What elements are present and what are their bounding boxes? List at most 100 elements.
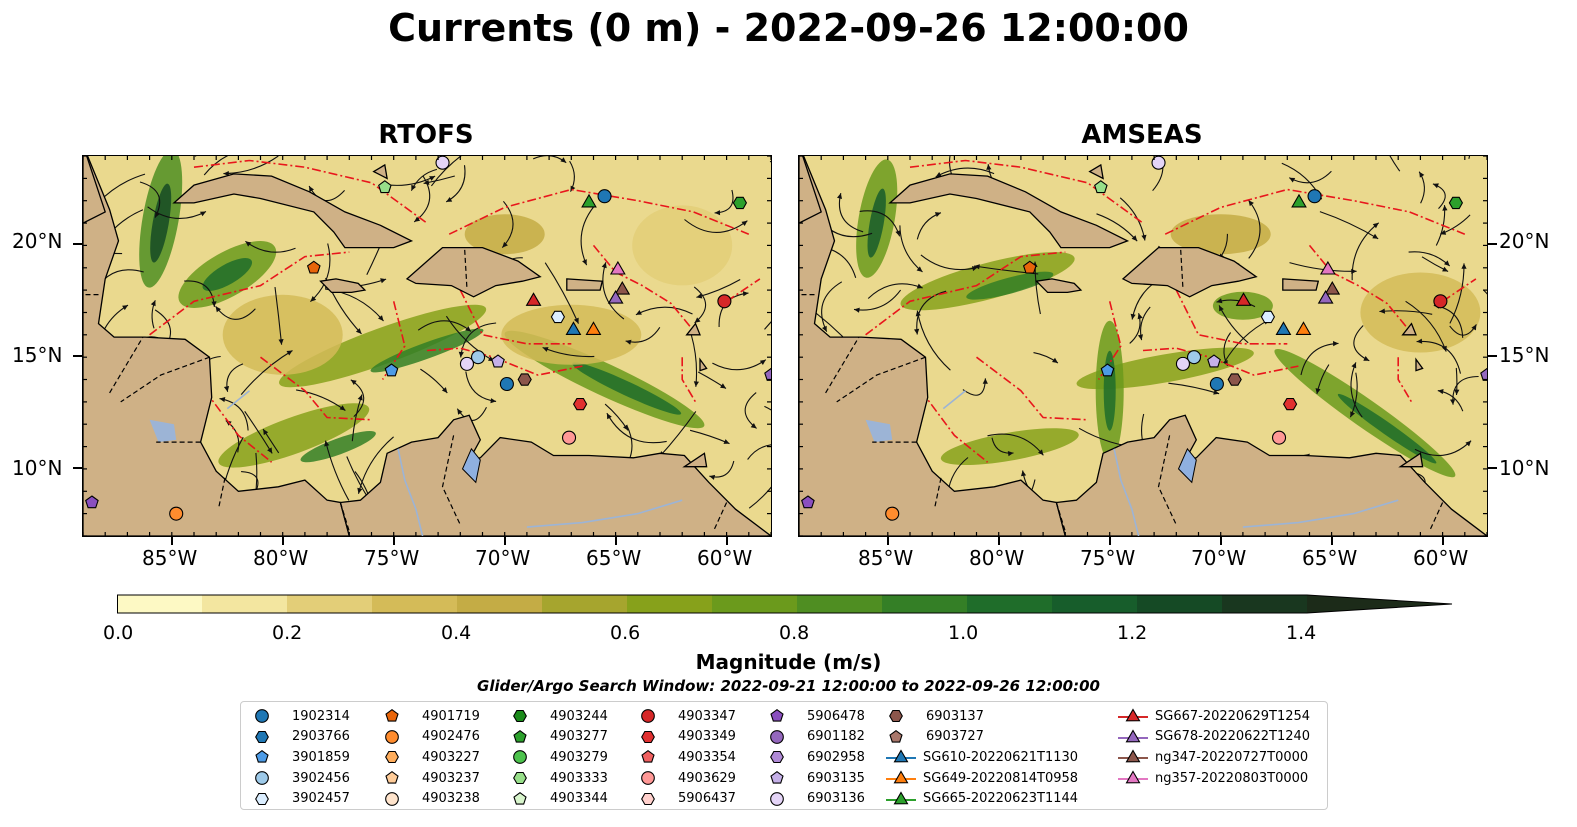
legend-marker-icon bbox=[641, 730, 655, 743]
observation-marker bbox=[1317, 290, 1334, 304]
legend-entry-label: 6903137 bbox=[926, 708, 984, 724]
legend-entry: 3902457 bbox=[251, 788, 350, 809]
colorbar-extend-arrow bbox=[1307, 595, 1452, 613]
rtofs-map-canvas bbox=[83, 156, 771, 536]
observation-marker bbox=[609, 260, 626, 275]
legend-entry-label: ng357-20220803T0000 bbox=[1155, 770, 1309, 786]
rtofs-map bbox=[82, 155, 772, 537]
colorbar-segment bbox=[1137, 595, 1223, 613]
land-mass bbox=[799, 156, 1066, 536]
lake bbox=[461, 447, 481, 484]
observation-marker bbox=[565, 321, 582, 335]
observation-marker bbox=[384, 363, 399, 377]
legend-marker-icon bbox=[255, 771, 269, 785]
legend-entry-label: 6903727 bbox=[926, 729, 984, 745]
colorbar-tick-label: 0.4 bbox=[441, 622, 472, 644]
observation-marker bbox=[1209, 376, 1224, 392]
legend-entry-label: 4903354 bbox=[678, 749, 736, 765]
legend-marker-icon bbox=[513, 710, 527, 723]
legend-column: 5906478 6901182 6902958 6903135 6903136 bbox=[766, 706, 865, 809]
lon-tick-label: 80°W bbox=[253, 546, 309, 570]
lon-tick-label: 75°W bbox=[364, 546, 420, 570]
observation-marker bbox=[1448, 196, 1464, 210]
panel-title-rtofs: RTOFS bbox=[378, 120, 474, 150]
legend-marker-icon bbox=[385, 709, 399, 722]
colorbar-segment bbox=[797, 595, 883, 613]
legend-entry: 3902456 bbox=[251, 768, 350, 789]
colorbar-segment bbox=[627, 595, 713, 613]
current-magnitude-patch bbox=[218, 403, 370, 468]
lat-tick-label-right: 20°N bbox=[1499, 229, 1550, 253]
colorbar-segment bbox=[117, 595, 203, 613]
legend-entry: 4903227 bbox=[381, 747, 480, 768]
legend-marker-icon bbox=[770, 709, 784, 722]
lat-major-tick bbox=[73, 355, 82, 358]
legend-entry: 6903727 bbox=[885, 727, 1078, 748]
colorbar-tick-label: 0.6 bbox=[610, 622, 641, 644]
lat-tick-label-right: 10°N bbox=[1499, 456, 1550, 480]
rivers bbox=[226, 390, 683, 536]
legend-marker-icon bbox=[889, 729, 903, 743]
legend-marker-icon bbox=[641, 709, 655, 724]
observation-marker bbox=[1235, 292, 1252, 306]
land-mass bbox=[1121, 246, 1258, 298]
legend-entry-label: 4903333 bbox=[550, 770, 608, 786]
land-mass bbox=[1088, 163, 1104, 180]
legend-entry: 4903244 bbox=[509, 706, 608, 727]
legend-entry: 4902476 bbox=[381, 727, 480, 748]
legend-marker-icon bbox=[889, 710, 903, 723]
legend-entry-label: 4901719 bbox=[422, 708, 480, 724]
legend-marker-icon bbox=[255, 730, 269, 743]
observation-marker bbox=[470, 350, 486, 365]
lon-tick-label: 70°W bbox=[475, 546, 531, 570]
observation-marker bbox=[885, 506, 900, 521]
legend-marker-icon bbox=[1118, 749, 1148, 763]
frame-ticks bbox=[83, 156, 771, 536]
land-mass bbox=[172, 173, 414, 249]
legend-entry-label: 3901859 bbox=[292, 749, 350, 765]
colorbar-segment bbox=[457, 595, 543, 613]
amseas-map-canvas bbox=[799, 156, 1487, 536]
legend-entry-label: 4903238 bbox=[422, 791, 480, 807]
colorbar-segment bbox=[1052, 595, 1138, 613]
land-mass bbox=[1398, 452, 1424, 468]
lon-major-tick bbox=[170, 537, 173, 545]
lon-tick-label: 65°W bbox=[1302, 546, 1358, 570]
colorbar-tick-label: 1.4 bbox=[1286, 622, 1317, 644]
lon-major-tick bbox=[1108, 537, 1111, 545]
observation-marker bbox=[597, 189, 612, 204]
lon-tick-label: 65°W bbox=[586, 546, 642, 570]
legend-column: 1902314 2903766 3901859 3902456 3902457 bbox=[251, 706, 350, 809]
colorbar-segment bbox=[1222, 595, 1308, 613]
lon-major-tick bbox=[1330, 537, 1333, 545]
figure-title: Currents (0 m) - 2022-09-26 12:00:00 bbox=[388, 6, 1189, 50]
colorbar-segment bbox=[712, 595, 798, 613]
legend-marker-icon bbox=[641, 771, 655, 785]
legend-marker-icon bbox=[255, 750, 269, 764]
legend-entry-label: 4903227 bbox=[422, 749, 480, 765]
legend-marker-icon bbox=[770, 730, 784, 744]
legend-entry-label: SG649-20220814T0958 bbox=[923, 770, 1079, 786]
legend-entry-label: 5906437 bbox=[678, 791, 736, 807]
legend-entry: ng347-20220727T0000 bbox=[1117, 747, 1310, 768]
land-mass bbox=[699, 357, 708, 372]
legend-entry: SG678-20220622T1240 bbox=[1117, 727, 1310, 748]
lake bbox=[865, 419, 893, 443]
legend-entry-label: 6902958 bbox=[807, 749, 865, 765]
legend-marker-icon bbox=[385, 771, 399, 784]
lon-tick-label: 60°W bbox=[697, 546, 753, 570]
legend-column: SG667-20220629T1254 SG678-20220622T1240 ng… bbox=[1117, 706, 1310, 788]
lon-tick-label: 80°W bbox=[969, 546, 1025, 570]
land-mass bbox=[1035, 278, 1083, 294]
legend-entry-label: 4903237 bbox=[422, 770, 480, 786]
observation-marker bbox=[764, 367, 771, 381]
legend-entry: 6903135 bbox=[766, 768, 865, 789]
current-magnitude-patch bbox=[150, 183, 172, 263]
legend-entry: 6902958 bbox=[766, 747, 865, 768]
observation-marker bbox=[1307, 189, 1322, 204]
current-magnitude-patch bbox=[464, 214, 545, 255]
land-mass bbox=[1415, 357, 1424, 372]
legend-entry: 4903354 bbox=[637, 747, 736, 768]
land-mass bbox=[1401, 322, 1417, 336]
observation-marker bbox=[499, 376, 514, 392]
